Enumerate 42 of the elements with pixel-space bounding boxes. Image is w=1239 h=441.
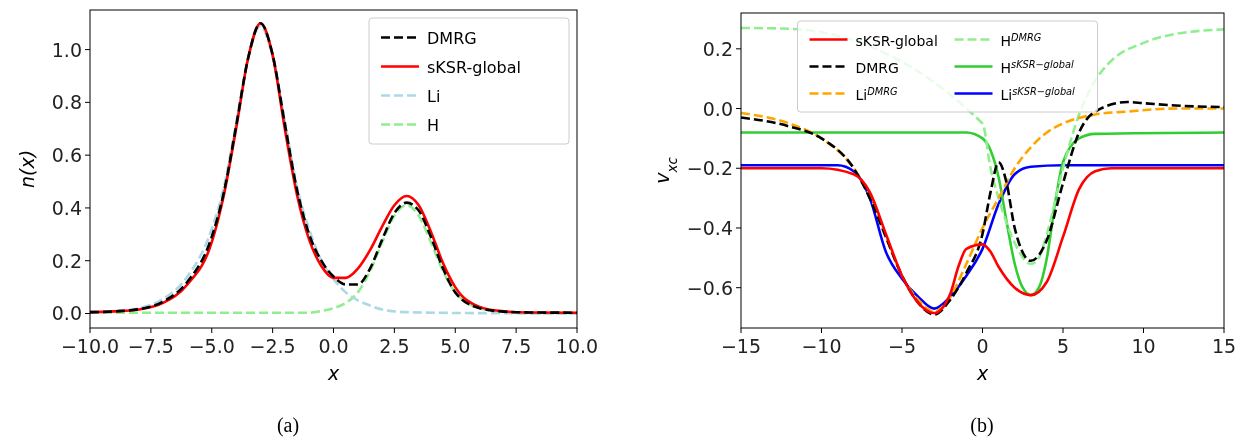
x-tick-label: 10.0 xyxy=(555,335,599,357)
y-tick-label: 0.0 xyxy=(702,97,733,120)
x-tick-label: 5.0 xyxy=(440,335,471,357)
legend-label: H xyxy=(427,115,440,135)
x-tick-label: −2.5 xyxy=(249,335,296,357)
legend-label: Li$^{DMRG}$ xyxy=(855,85,899,103)
legend-label: sKSR-global xyxy=(855,32,938,49)
legend-label: DMRG xyxy=(427,28,477,48)
x-tick-label: −5.0 xyxy=(188,335,235,357)
x-axis-title: x xyxy=(326,362,340,384)
x-tick-label: −15 xyxy=(720,335,762,357)
y-tick-label: 0.4 xyxy=(51,196,82,219)
legend-label: DMRG xyxy=(855,59,899,76)
legend-label: H$^{sKSR−global}$ xyxy=(1000,58,1074,76)
legend-label: Li$^{sKSR−global}$ xyxy=(1000,85,1076,103)
text: (a) xyxy=(276,414,300,437)
x-tick-label: 2.5 xyxy=(379,335,410,357)
x-tick-label: −10.0 xyxy=(60,335,120,357)
x-tick-label: 5 xyxy=(1056,335,1070,357)
y-tick-label: 0.2 xyxy=(51,249,82,272)
x-axis-title: x xyxy=(975,362,989,384)
y-tick-label: 0.6 xyxy=(51,144,82,167)
legend-label: sKSR-global xyxy=(427,57,522,77)
y-tick-label: −0.4 xyxy=(686,216,733,239)
y-axis-title: n(x) xyxy=(16,149,38,189)
y-tick-label: 0.2 xyxy=(702,37,733,60)
legend-label: Li xyxy=(427,86,441,106)
text: (b) xyxy=(970,414,994,437)
legend-label: H$^{DMRG}$ xyxy=(1000,31,1042,49)
y-tick-label: −0.2 xyxy=(686,157,733,180)
x-tick-label: 15 xyxy=(1211,335,1237,357)
x-tick-label: 0 xyxy=(976,335,989,357)
y-tick-label: −0.6 xyxy=(686,276,733,299)
x-tick-label: 10 xyxy=(1131,335,1156,357)
y-tick-label: 0.0 xyxy=(51,302,82,325)
x-tick-label: −10 xyxy=(801,335,842,357)
x-tick-label: −5 xyxy=(887,335,917,357)
y-tick-label: 0.8 xyxy=(51,91,82,114)
x-tick-label: −7.5 xyxy=(127,335,174,357)
y-tick-label: 1.0 xyxy=(51,38,82,61)
x-tick-label: 0.0 xyxy=(318,335,349,357)
x-tick-label: 7.5 xyxy=(501,335,532,357)
